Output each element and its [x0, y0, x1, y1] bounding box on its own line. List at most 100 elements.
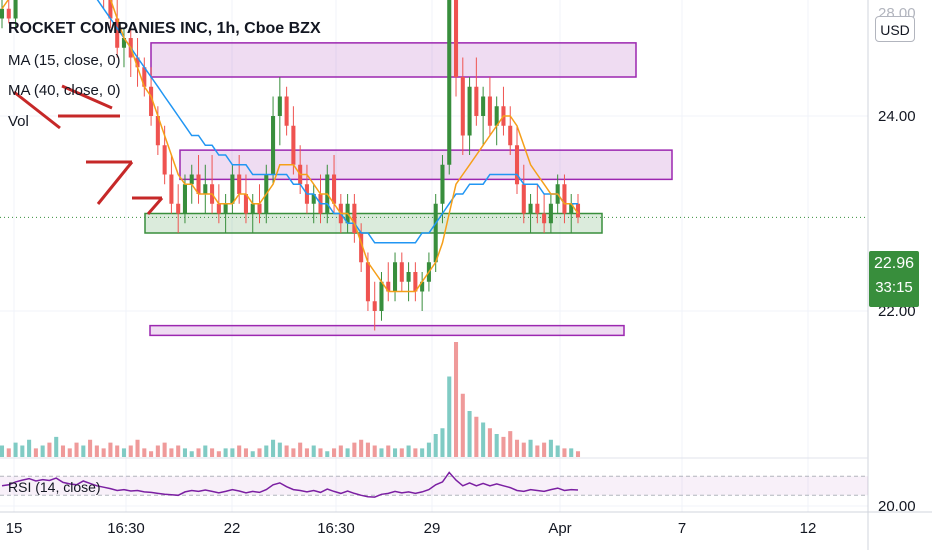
candle-body-70 — [474, 86, 479, 116]
volume-bar-42 — [284, 445, 289, 457]
volume-bar-23 — [155, 445, 160, 457]
volume-bar-57 — [386, 445, 391, 457]
candle-body-62 — [420, 281, 425, 292]
candle-body-34 — [230, 174, 235, 204]
volume-bar-64 — [433, 434, 438, 457]
candle-body-16 — [108, 0, 113, 19]
candle-body-77 — [521, 184, 526, 214]
candle-body-26 — [176, 203, 181, 214]
candle-body-27 — [182, 184, 187, 214]
candle-body-41 — [277, 96, 282, 116]
legend-ma40[interactable]: MA (40, close, 0) — [8, 82, 121, 99]
candle-body-40 — [271, 116, 276, 175]
candle-body-61 — [413, 272, 418, 292]
candle-body-71 — [481, 96, 486, 116]
candle-body-42 — [284, 96, 289, 126]
volume-bar-35 — [237, 445, 242, 457]
legend-volume[interactable]: Vol — [8, 113, 29, 130]
candle-body-59 — [399, 262, 404, 282]
volume-bar-19 — [128, 445, 133, 457]
candle-body-60 — [406, 272, 411, 282]
volume-bar-39 — [264, 445, 269, 457]
y-tick-label-1: 22.00 — [878, 303, 916, 320]
volume-bar-54 — [365, 442, 370, 457]
x-tick-label-0: 15 — [6, 520, 23, 537]
bar-countdown: 33:15 — [875, 279, 913, 296]
volume-bar-75 — [508, 431, 513, 457]
volume-bar-13 — [88, 439, 93, 457]
candle-body-21 — [142, 67, 147, 87]
volume-bar-29 — [196, 448, 201, 457]
candle-body-33 — [223, 203, 228, 214]
candle-body-65 — [440, 164, 445, 204]
x-tick-label-7: 12 — [800, 520, 817, 537]
volume-bar-20 — [135, 439, 140, 457]
candle-body-35 — [237, 174, 242, 194]
candle-body-52 — [352, 203, 357, 233]
volume-bar-21 — [142, 448, 147, 457]
ma40-line — [96, 0, 578, 244]
legend-rsi[interactable]: RSI (14, close) — [8, 479, 101, 495]
volume-bar-11 — [74, 442, 79, 457]
volume-bar-37 — [250, 451, 255, 457]
volume-bar-17 — [115, 445, 120, 457]
candle-body-64 — [433, 203, 438, 263]
candle-body-68 — [460, 77, 465, 136]
candle-body-78 — [528, 203, 533, 214]
volume-bar-65 — [440, 428, 445, 457]
currency-button[interactable]: USD — [875, 16, 915, 42]
volume-bar-68 — [460, 393, 465, 457]
volume-bar-79 — [535, 445, 540, 457]
volume-bar-6 — [40, 445, 45, 457]
candle-body-36 — [243, 194, 248, 214]
rsi-line — [1, 471, 579, 498]
volume-bar-3 — [20, 445, 25, 457]
volume-bar-58 — [393, 448, 398, 457]
candle-body-69 — [467, 86, 472, 136]
volume-bar-76 — [514, 439, 520, 457]
x-tick-label-2: 22 — [224, 520, 241, 537]
candle-body-17 — [115, 18, 120, 48]
volume-bar-18 — [121, 448, 127, 457]
volume-bar-36 — [243, 448, 248, 457]
volume-bar-10 — [67, 448, 72, 457]
zone-rect-2 — [144, 212, 603, 234]
volume-bar-33 — [223, 448, 228, 457]
volume-bar-51 — [345, 448, 350, 457]
volume-bar-22 — [149, 451, 154, 457]
candle-body-37 — [250, 203, 255, 214]
current-price-value: 22.96 — [873, 255, 915, 272]
candle-body-57 — [386, 281, 391, 292]
candle-body-66 — [447, 0, 452, 165]
candle-body-67 — [453, 0, 459, 77]
x-tick-label-1: 16:30 — [107, 520, 145, 537]
volume-bar-84 — [569, 448, 574, 457]
chart-title: ROCKET COMPANIES INC, 1h, Cboe BZX — [8, 20, 321, 37]
candle-body-1 — [6, 8, 11, 19]
volume-bar-32 — [216, 451, 221, 457]
legend-ma15[interactable]: MA (15, close, 0) — [8, 52, 121, 69]
volume-bar-34 — [230, 448, 235, 457]
y-tick-label-0: 20.00 — [878, 498, 916, 515]
candle-body-30 — [203, 184, 208, 194]
x-tick-label-5: Apr — [548, 520, 571, 537]
volume-bar-50 — [338, 445, 343, 457]
candle-body-18 — [121, 38, 127, 48]
volume-bar-8 — [54, 436, 59, 457]
candle-body-84 — [569, 203, 574, 214]
candle-body-22 — [149, 86, 154, 116]
volume-bar-45 — [304, 448, 309, 457]
candle-body-2 — [13, 0, 18, 19]
candle-body-72 — [487, 96, 492, 126]
volume-bar-59 — [399, 448, 404, 457]
x-tick-label-6: 7 — [678, 520, 686, 537]
candle-body-76 — [514, 145, 520, 185]
volume-bar-56 — [379, 448, 384, 457]
candle-body-24 — [162, 145, 167, 175]
volume-bar-1 — [6, 448, 11, 457]
volume-bar-71 — [481, 422, 486, 457]
candle-body-20 — [135, 57, 140, 68]
volume-bar-24 — [162, 442, 167, 457]
volume-bar-15 — [101, 448, 106, 457]
